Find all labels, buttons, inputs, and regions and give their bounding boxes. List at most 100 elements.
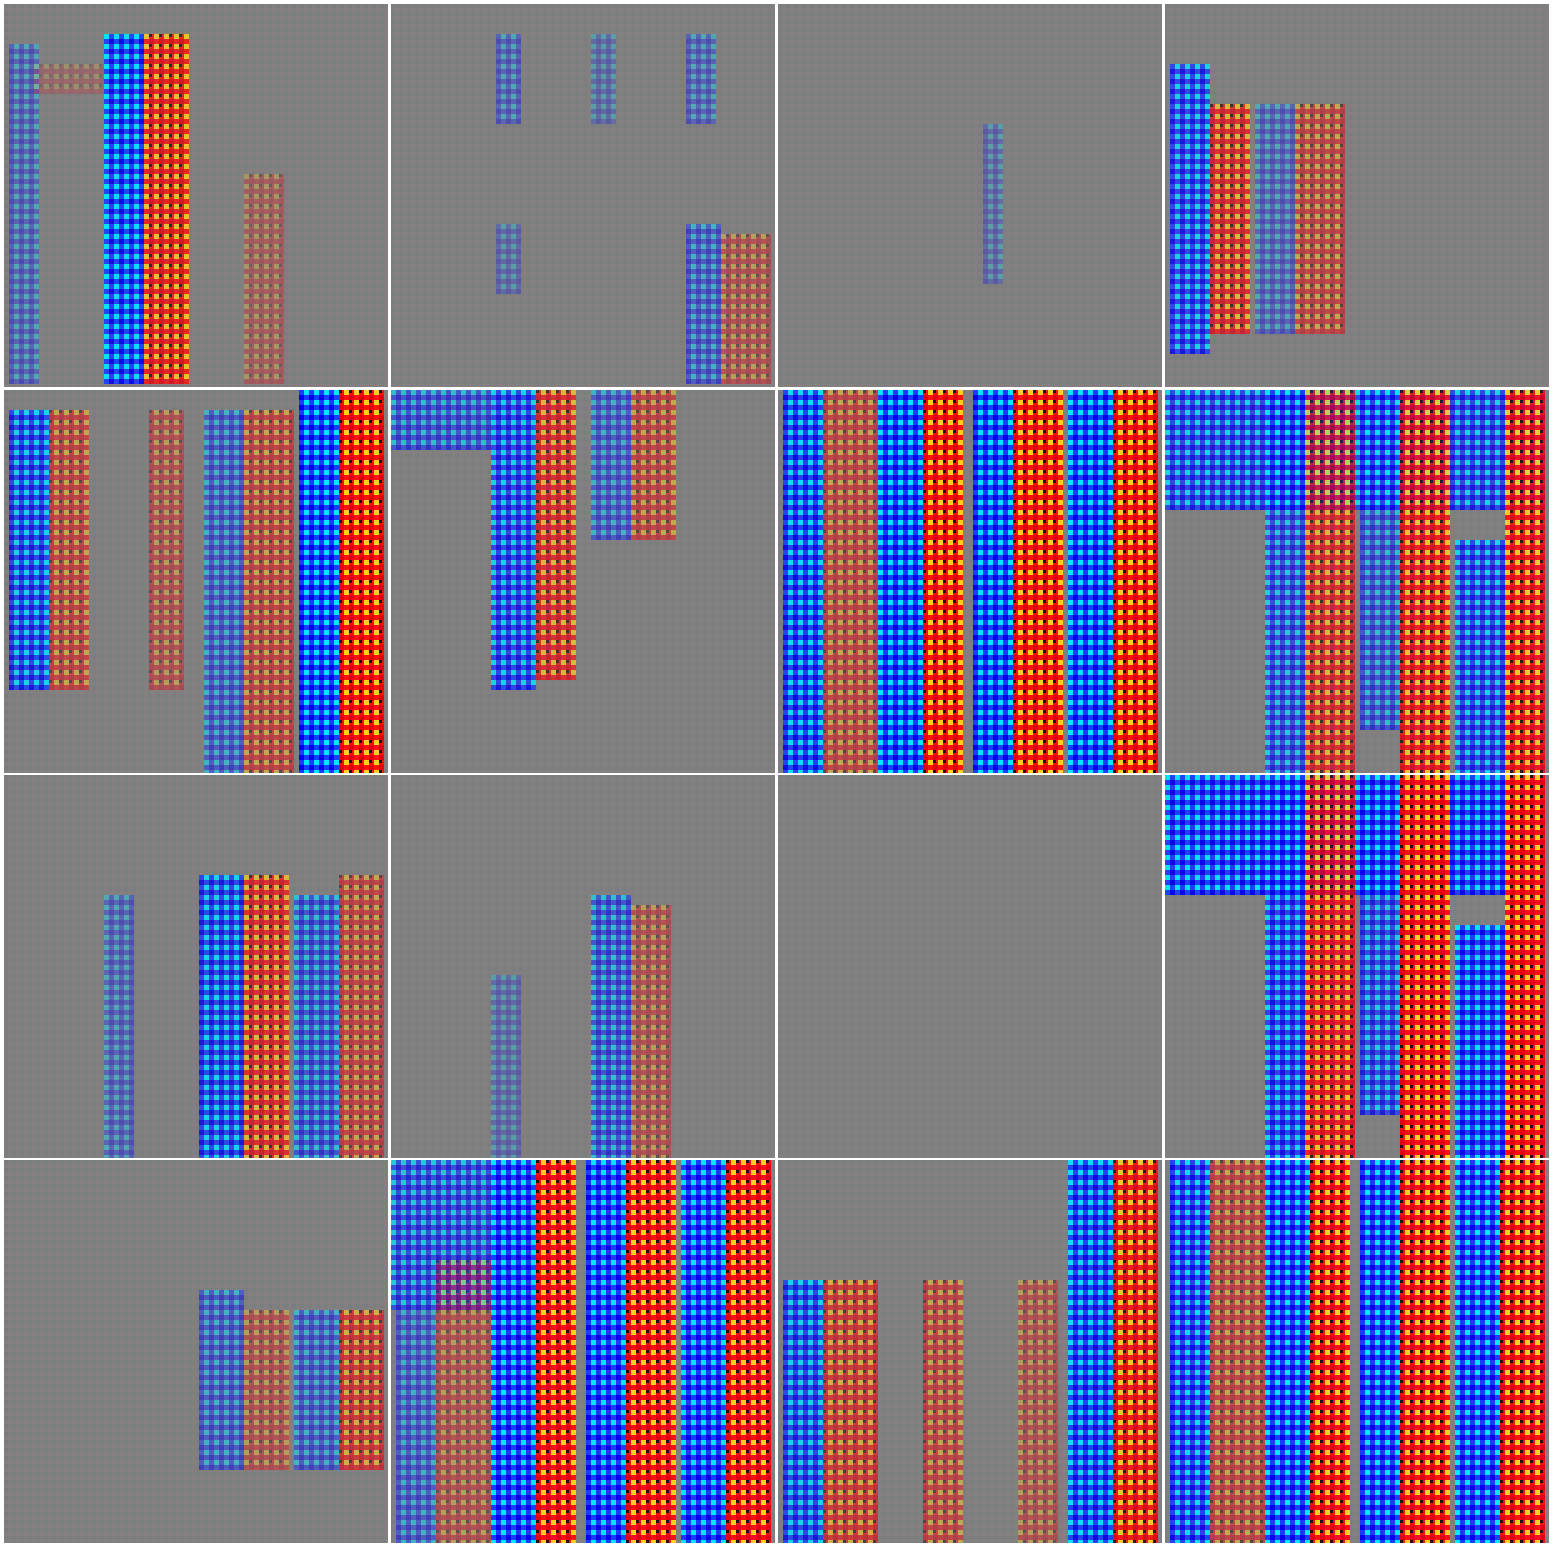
blue-stripe (1255, 104, 1295, 334)
blue-stripe (391, 390, 491, 450)
red-stripe (1210, 1160, 1265, 1543)
blue-stripe (294, 895, 339, 1158)
blue-stripe (299, 390, 339, 773)
blue-stripe (983, 124, 1003, 284)
blue-stripe (1265, 775, 1305, 1158)
red-stripe (1113, 390, 1158, 773)
image-tile (1165, 1160, 1549, 1543)
blue-stripe (586, 1160, 626, 1543)
blue-stripe (1068, 1160, 1113, 1543)
blue-stripe (491, 975, 521, 1158)
blue-stripe (199, 1290, 244, 1470)
red-stripe (244, 174, 284, 384)
red-stripe (923, 1280, 963, 1543)
image-tile (391, 390, 775, 773)
blue-stripe (686, 224, 721, 384)
image-tile (1165, 775, 1549, 1158)
red-stripe (1400, 390, 1450, 773)
image-tile (4, 4, 388, 387)
red-stripe (1013, 390, 1063, 773)
tile-background (778, 4, 1162, 387)
red-stripe (34, 64, 104, 94)
red-stripe (536, 390, 576, 680)
image-tile (778, 775, 1162, 1158)
tile-background (778, 775, 1162, 1158)
red-stripe (1113, 1160, 1158, 1543)
blue-stripe (496, 34, 521, 124)
red-stripe (244, 410, 294, 773)
image-tile (391, 4, 775, 387)
image-tile (391, 775, 775, 1158)
red-stripe (1400, 775, 1450, 1158)
red-stripe (726, 1160, 771, 1543)
red-stripe (339, 1310, 384, 1470)
blue-stripe (1455, 1160, 1500, 1543)
blue-stripe (1170, 1160, 1210, 1543)
red-stripe (823, 390, 878, 773)
blue-stripe (591, 390, 631, 540)
red-stripe (49, 410, 89, 690)
image-tile (778, 4, 1162, 387)
red-stripe (631, 390, 676, 540)
blue-stripe (686, 34, 716, 124)
red-stripe (244, 1310, 289, 1470)
red-stripe (339, 875, 384, 1158)
red-stripe (923, 390, 963, 773)
blue-stripe (491, 1160, 536, 1543)
blue-stripe (491, 390, 536, 690)
red-stripe (1500, 1160, 1545, 1543)
blue-stripe (1170, 64, 1210, 354)
red-stripe (1305, 775, 1355, 1158)
image-tile (391, 1160, 775, 1543)
red-stripe (823, 1280, 878, 1543)
red-stripe (144, 34, 189, 384)
red-stripe (1505, 775, 1545, 1158)
blue-stripe (783, 1280, 823, 1543)
blue-stripe (9, 410, 49, 690)
red-stripe (1400, 1160, 1450, 1543)
blue-stripe (591, 895, 631, 1158)
blue-stripe (1360, 1160, 1400, 1543)
blue-stripe (1455, 540, 1505, 773)
blue-stripe (1455, 925, 1505, 1158)
tile-background (391, 390, 775, 773)
red-stripe (1305, 390, 1355, 773)
image-tile (1165, 390, 1549, 773)
blue-stripe (1265, 390, 1305, 773)
blue-stripe (1068, 390, 1113, 773)
blue-stripe (104, 895, 134, 1158)
red-stripe (436, 1260, 491, 1543)
blue-stripe (878, 390, 923, 773)
image-tile (4, 775, 388, 1158)
blue-stripe (591, 34, 616, 124)
red-stripe (1210, 104, 1250, 334)
red-stripe (1018, 1280, 1058, 1543)
red-stripe (536, 1160, 576, 1543)
blue-stripe (9, 44, 39, 384)
blue-stripe (496, 224, 521, 294)
blue-stripe (294, 1310, 339, 1470)
tile-background (391, 775, 775, 1158)
blue-stripe (104, 34, 144, 384)
blue-stripe (396, 1310, 436, 1543)
blue-stripe (199, 875, 244, 1158)
red-stripe (339, 390, 384, 773)
image-tile (778, 390, 1162, 773)
red-stripe (149, 410, 184, 690)
blue-stripe (681, 1160, 726, 1543)
image-tile (778, 1160, 1162, 1543)
blue-stripe (1360, 390, 1400, 730)
image-tile (1165, 4, 1549, 387)
image-tile (4, 390, 388, 773)
red-stripe (1310, 1160, 1350, 1543)
blue-stripe (1265, 1160, 1310, 1543)
blue-stripe (973, 390, 1013, 773)
red-stripe (1505, 390, 1545, 773)
red-stripe (721, 234, 771, 384)
image-tile (4, 1160, 388, 1543)
tile-background (4, 4, 388, 387)
red-stripe (1295, 104, 1345, 334)
blue-stripe (783, 390, 823, 773)
blue-stripe (204, 410, 244, 773)
